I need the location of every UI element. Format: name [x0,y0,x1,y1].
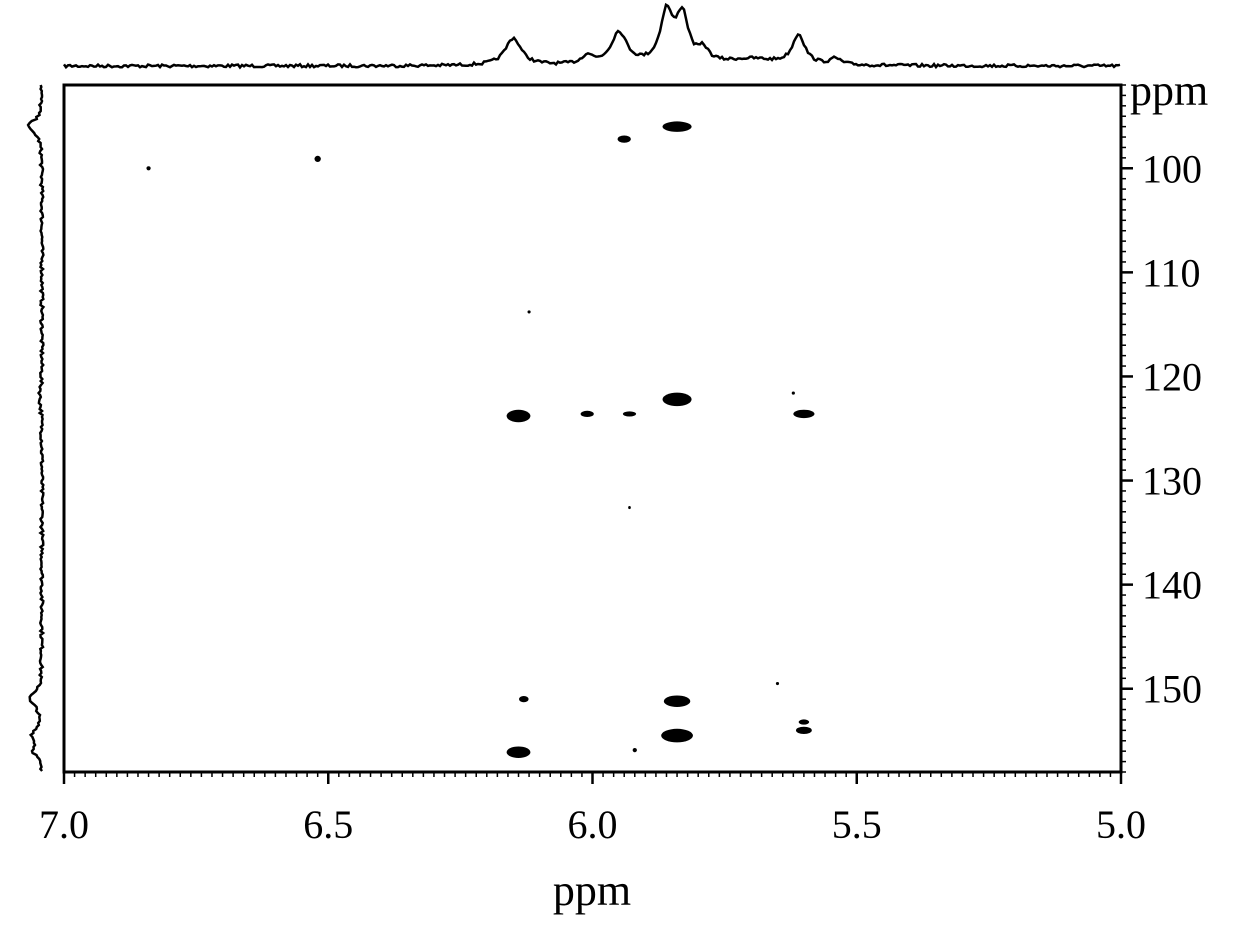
y-major-ticks [1121,167,1133,690]
y-tick-label: 140 [1142,563,1202,608]
x-major-ticks [62,772,1123,784]
cross-peak [617,135,631,143]
y-tick-label: 100 [1142,146,1202,191]
x-tick-labels: 7.0 6.5 6.0 5.5 5.0 [39,802,1146,847]
y-tick-label: 110 [1142,250,1201,295]
cross-peak [628,506,631,510]
x-minor-ticks [63,772,1122,777]
cross-peak [798,719,810,725]
x-tick-label: 6.0 [568,802,618,847]
cross-peak [527,310,531,314]
cross-peak [662,121,692,132]
left-1d-projection-trace [26,84,46,772]
x-tick-label: 6.5 [303,802,353,847]
y-tick-label: 130 [1142,459,1202,504]
cross-peak [661,728,693,743]
x-axis-title: ppm [553,866,631,915]
cross-peak [775,681,780,686]
y-tick-label: 120 [1142,354,1202,399]
y-tick-label: 150 [1142,667,1202,712]
cross-peak [793,409,815,419]
cross-peak [795,726,812,735]
cross-peak [632,748,637,753]
plot-frame [62,83,1123,774]
cross-peak [580,410,594,418]
y-axis-title: ppm [1130,66,1208,115]
cross-peak [519,696,529,703]
cross-peak [622,411,637,417]
x-tick-label: 5.0 [1096,802,1146,847]
top-1d-projection-trace [62,2,1121,70]
cross-peak [663,695,691,707]
cross-peak [791,391,795,395]
cross-peak [506,746,531,758]
cross-peak [506,409,531,423]
cross-peaks [146,121,815,758]
cross-peak [662,392,692,407]
x-tick-label: 5.5 [832,802,882,847]
y-tick-labels: 100 110 120 130 140 150 [1142,146,1202,711]
cross-peak [314,155,321,163]
cross-peak [146,166,151,171]
x-tick-label: 7.0 [39,802,89,847]
